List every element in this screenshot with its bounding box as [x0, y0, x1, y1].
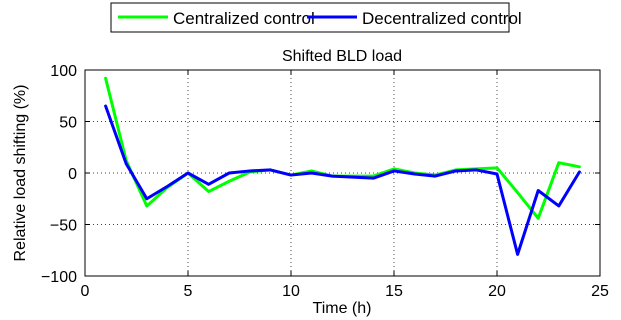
y-axis-label: Relative load shifting (%): [12, 85, 29, 262]
x-axis-label: Time (h): [313, 300, 372, 317]
legend-label-decentralized: Decentralized control: [362, 9, 522, 28]
y-tick-label: 0: [68, 166, 77, 183]
y-tick-label: 100: [50, 63, 77, 80]
series-lines: [104, 76, 581, 256]
x-tick-label: 10: [282, 283, 300, 300]
chart-title: Shifted BLD load: [282, 48, 402, 65]
y-tick-label: −100: [41, 269, 77, 286]
axis-ticks: 0 5 10 15 20 25 −100 −50 0 50 100: [41, 63, 609, 300]
legend-label-centralized: Centralized control: [173, 9, 315, 28]
x-tick-label: 15: [385, 283, 403, 300]
gridlines: [85, 70, 600, 276]
x-tick-label: 25: [591, 283, 609, 300]
x-tick-label: 20: [488, 283, 506, 300]
legend: Centralized control Decentralized contro…: [110, 2, 522, 33]
plot-frame: [84, 69, 601, 277]
y-tick-label: 50: [59, 115, 77, 132]
x-tick-label: 5: [184, 283, 193, 300]
x-tick-label: 0: [81, 283, 90, 300]
series-line-centralized: [104, 76, 581, 220]
y-tick-label: −50: [50, 218, 77, 235]
series-line-decentralized: [104, 104, 581, 256]
